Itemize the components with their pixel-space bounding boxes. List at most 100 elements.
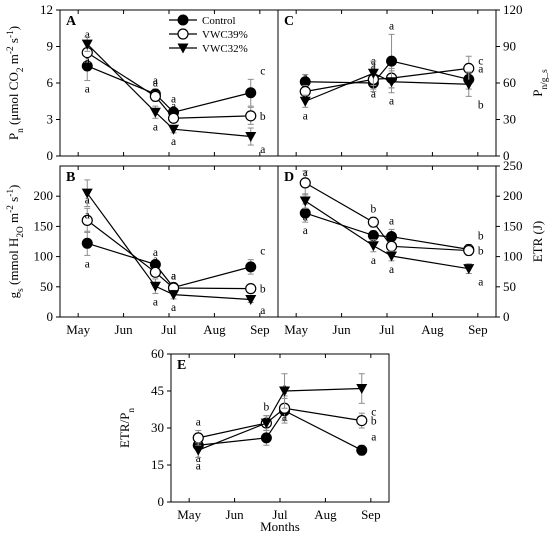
data-point xyxy=(367,216,379,228)
data-point xyxy=(149,281,161,292)
series-line xyxy=(86,43,251,138)
significance-letter: a xyxy=(153,296,158,308)
significance-letter: a xyxy=(389,20,394,32)
data-point xyxy=(245,132,257,143)
y-tick-label: 50 xyxy=(503,279,516,294)
significance-letter: b xyxy=(371,416,377,428)
data-point xyxy=(149,90,161,102)
data-point xyxy=(386,77,398,88)
significance-letter: a xyxy=(153,247,158,259)
y-tick-label: 150 xyxy=(34,218,54,233)
series-line xyxy=(198,409,363,451)
legend-marker xyxy=(177,43,189,54)
significance-letter: a xyxy=(171,302,176,314)
significance-letter: b xyxy=(371,203,377,215)
significance-letter: a xyxy=(153,75,158,87)
significance-letter: a xyxy=(478,277,483,289)
significance-letter: b xyxy=(260,284,266,296)
significance-letter: c xyxy=(260,246,265,258)
significance-letter: a xyxy=(171,270,176,282)
significance-letter: a xyxy=(389,54,394,66)
significance-letter: a xyxy=(85,209,90,221)
series-line xyxy=(87,242,251,289)
data-point xyxy=(260,432,272,444)
significance-letter: b xyxy=(478,231,484,243)
data-point xyxy=(367,68,379,79)
significance-letter: b xyxy=(478,246,484,258)
y-tick-label: 30 xyxy=(151,420,164,435)
x-tick-label: Sep xyxy=(250,322,270,337)
series-line xyxy=(86,52,251,119)
series-line xyxy=(198,387,362,451)
significance-letter: a xyxy=(371,88,376,100)
legend-marker xyxy=(177,28,189,40)
x-tick-label: Sep xyxy=(361,507,381,522)
y-tick-label: 100 xyxy=(34,249,54,264)
y-tick-label: 9 xyxy=(47,39,54,54)
data-point xyxy=(356,384,368,395)
data-point xyxy=(356,444,368,456)
series-line xyxy=(305,67,469,93)
y-tick-label: 200 xyxy=(34,188,54,203)
x-tick-label: Jul xyxy=(272,507,288,522)
chart-panel-e: E015304560MayJunJulAugSepETR/Pnaaaaababa… xyxy=(117,346,390,522)
significance-letter: a xyxy=(303,225,308,237)
significance-letter: a xyxy=(389,228,394,240)
significance-letter: b xyxy=(478,99,484,111)
x-axis-label: Months xyxy=(260,519,300,534)
significance-letter: a xyxy=(389,264,394,276)
y-tick-label: 60 xyxy=(151,346,164,361)
significance-letter: c xyxy=(371,406,376,418)
data-point xyxy=(463,244,475,257)
y-tick-label: 50 xyxy=(40,279,53,294)
significance-letter: a xyxy=(282,411,287,423)
x-tick-label: Aug xyxy=(421,322,444,337)
panel-label: A xyxy=(66,14,77,29)
series-line xyxy=(86,192,251,301)
x-tick-label: Jul xyxy=(379,322,395,337)
y-tick-label: 60 xyxy=(503,75,516,90)
significance-letter: a xyxy=(196,453,201,465)
y-axis-label: Pn (μmol CO2 m-2 s-1) xyxy=(6,26,26,140)
series-line xyxy=(304,200,469,270)
data-point xyxy=(260,418,272,429)
significance-letter: a xyxy=(153,254,158,266)
y-axis-label: gs (mmol H2O m-2 s-1) xyxy=(6,185,26,299)
significance-letter: a xyxy=(196,461,201,473)
significance-letter: c xyxy=(478,56,483,68)
data-point xyxy=(168,124,180,135)
series-line xyxy=(198,407,362,439)
data-point xyxy=(386,251,398,262)
y-axis-label: Pn/g_s xyxy=(530,69,550,97)
significance-letter: c xyxy=(260,65,265,77)
significance-letter: a xyxy=(171,93,176,105)
data-point xyxy=(149,107,161,118)
data-point xyxy=(245,87,257,99)
data-point xyxy=(356,415,368,427)
significance-letter: a xyxy=(303,71,308,83)
significance-letter: a xyxy=(196,416,201,428)
data-point xyxy=(81,39,93,50)
panel-label: C xyxy=(284,14,294,29)
data-point xyxy=(299,96,311,107)
significance-letter: a xyxy=(85,258,90,270)
plot-frame xyxy=(277,9,497,157)
panel-label: D xyxy=(284,170,294,185)
significance-letter: a xyxy=(85,29,90,41)
y-tick-label: 200 xyxy=(503,188,523,203)
data-point xyxy=(386,55,398,67)
x-tick-label: Jun xyxy=(115,322,134,337)
y-tick-label: 90 xyxy=(503,39,516,54)
data-point xyxy=(192,445,204,456)
series-line xyxy=(87,65,251,113)
x-tick-label: May xyxy=(284,322,308,337)
panel-label: B xyxy=(66,170,75,185)
data-point xyxy=(167,112,180,124)
significance-letter: a xyxy=(389,215,394,227)
